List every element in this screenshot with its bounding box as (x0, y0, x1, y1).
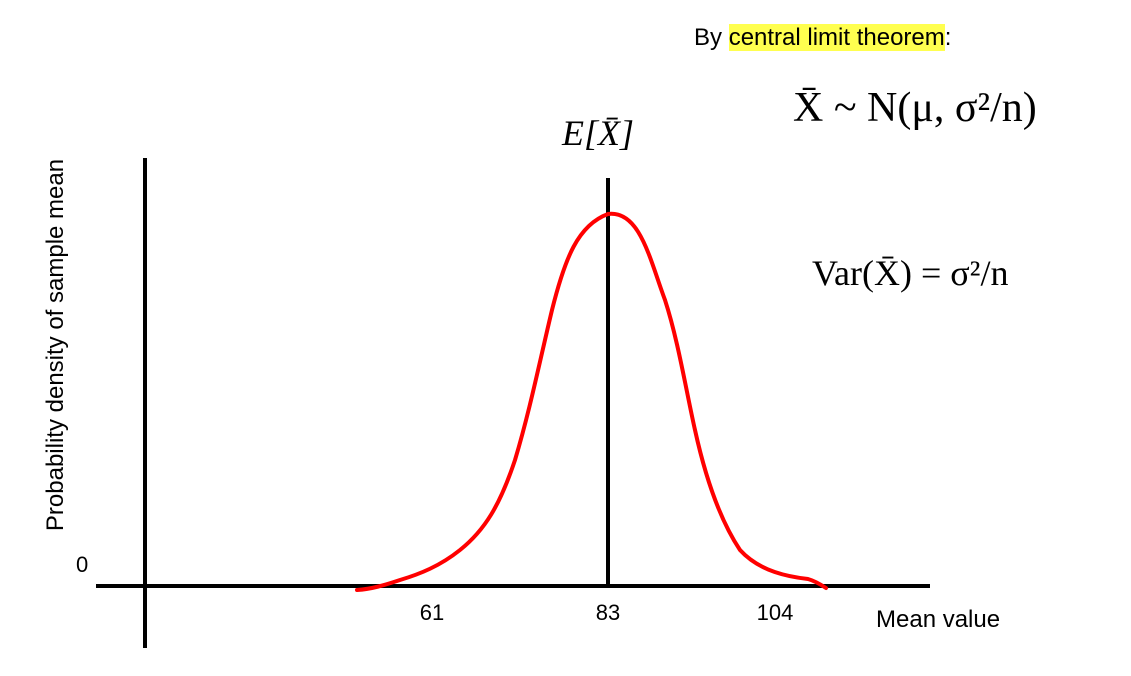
expectation-label: E[X̄] (562, 113, 634, 153)
clt-note-suffix: : (944, 24, 952, 51)
clt-note: By central limit theorem: (694, 24, 951, 52)
clt-note-prefix: By (694, 24, 729, 51)
variance-formula: Var(X̄) = σ²/n (812, 253, 1009, 293)
y-axis-label: Probability density of sample mean (42, 158, 69, 532)
tick-label-83: 83 (595, 600, 621, 625)
tick-label-104: 104 (756, 600, 794, 625)
clt-highlight: central limit theorem (728, 24, 945, 51)
clt-formula: X̄ ~ N(μ, σ²/n) (793, 85, 1037, 131)
tick-label-61: 61 (419, 600, 445, 625)
origin-label: 0 (76, 552, 89, 577)
x-axis-label: Mean value (876, 606, 1001, 633)
bell-curve (355, 211, 828, 592)
